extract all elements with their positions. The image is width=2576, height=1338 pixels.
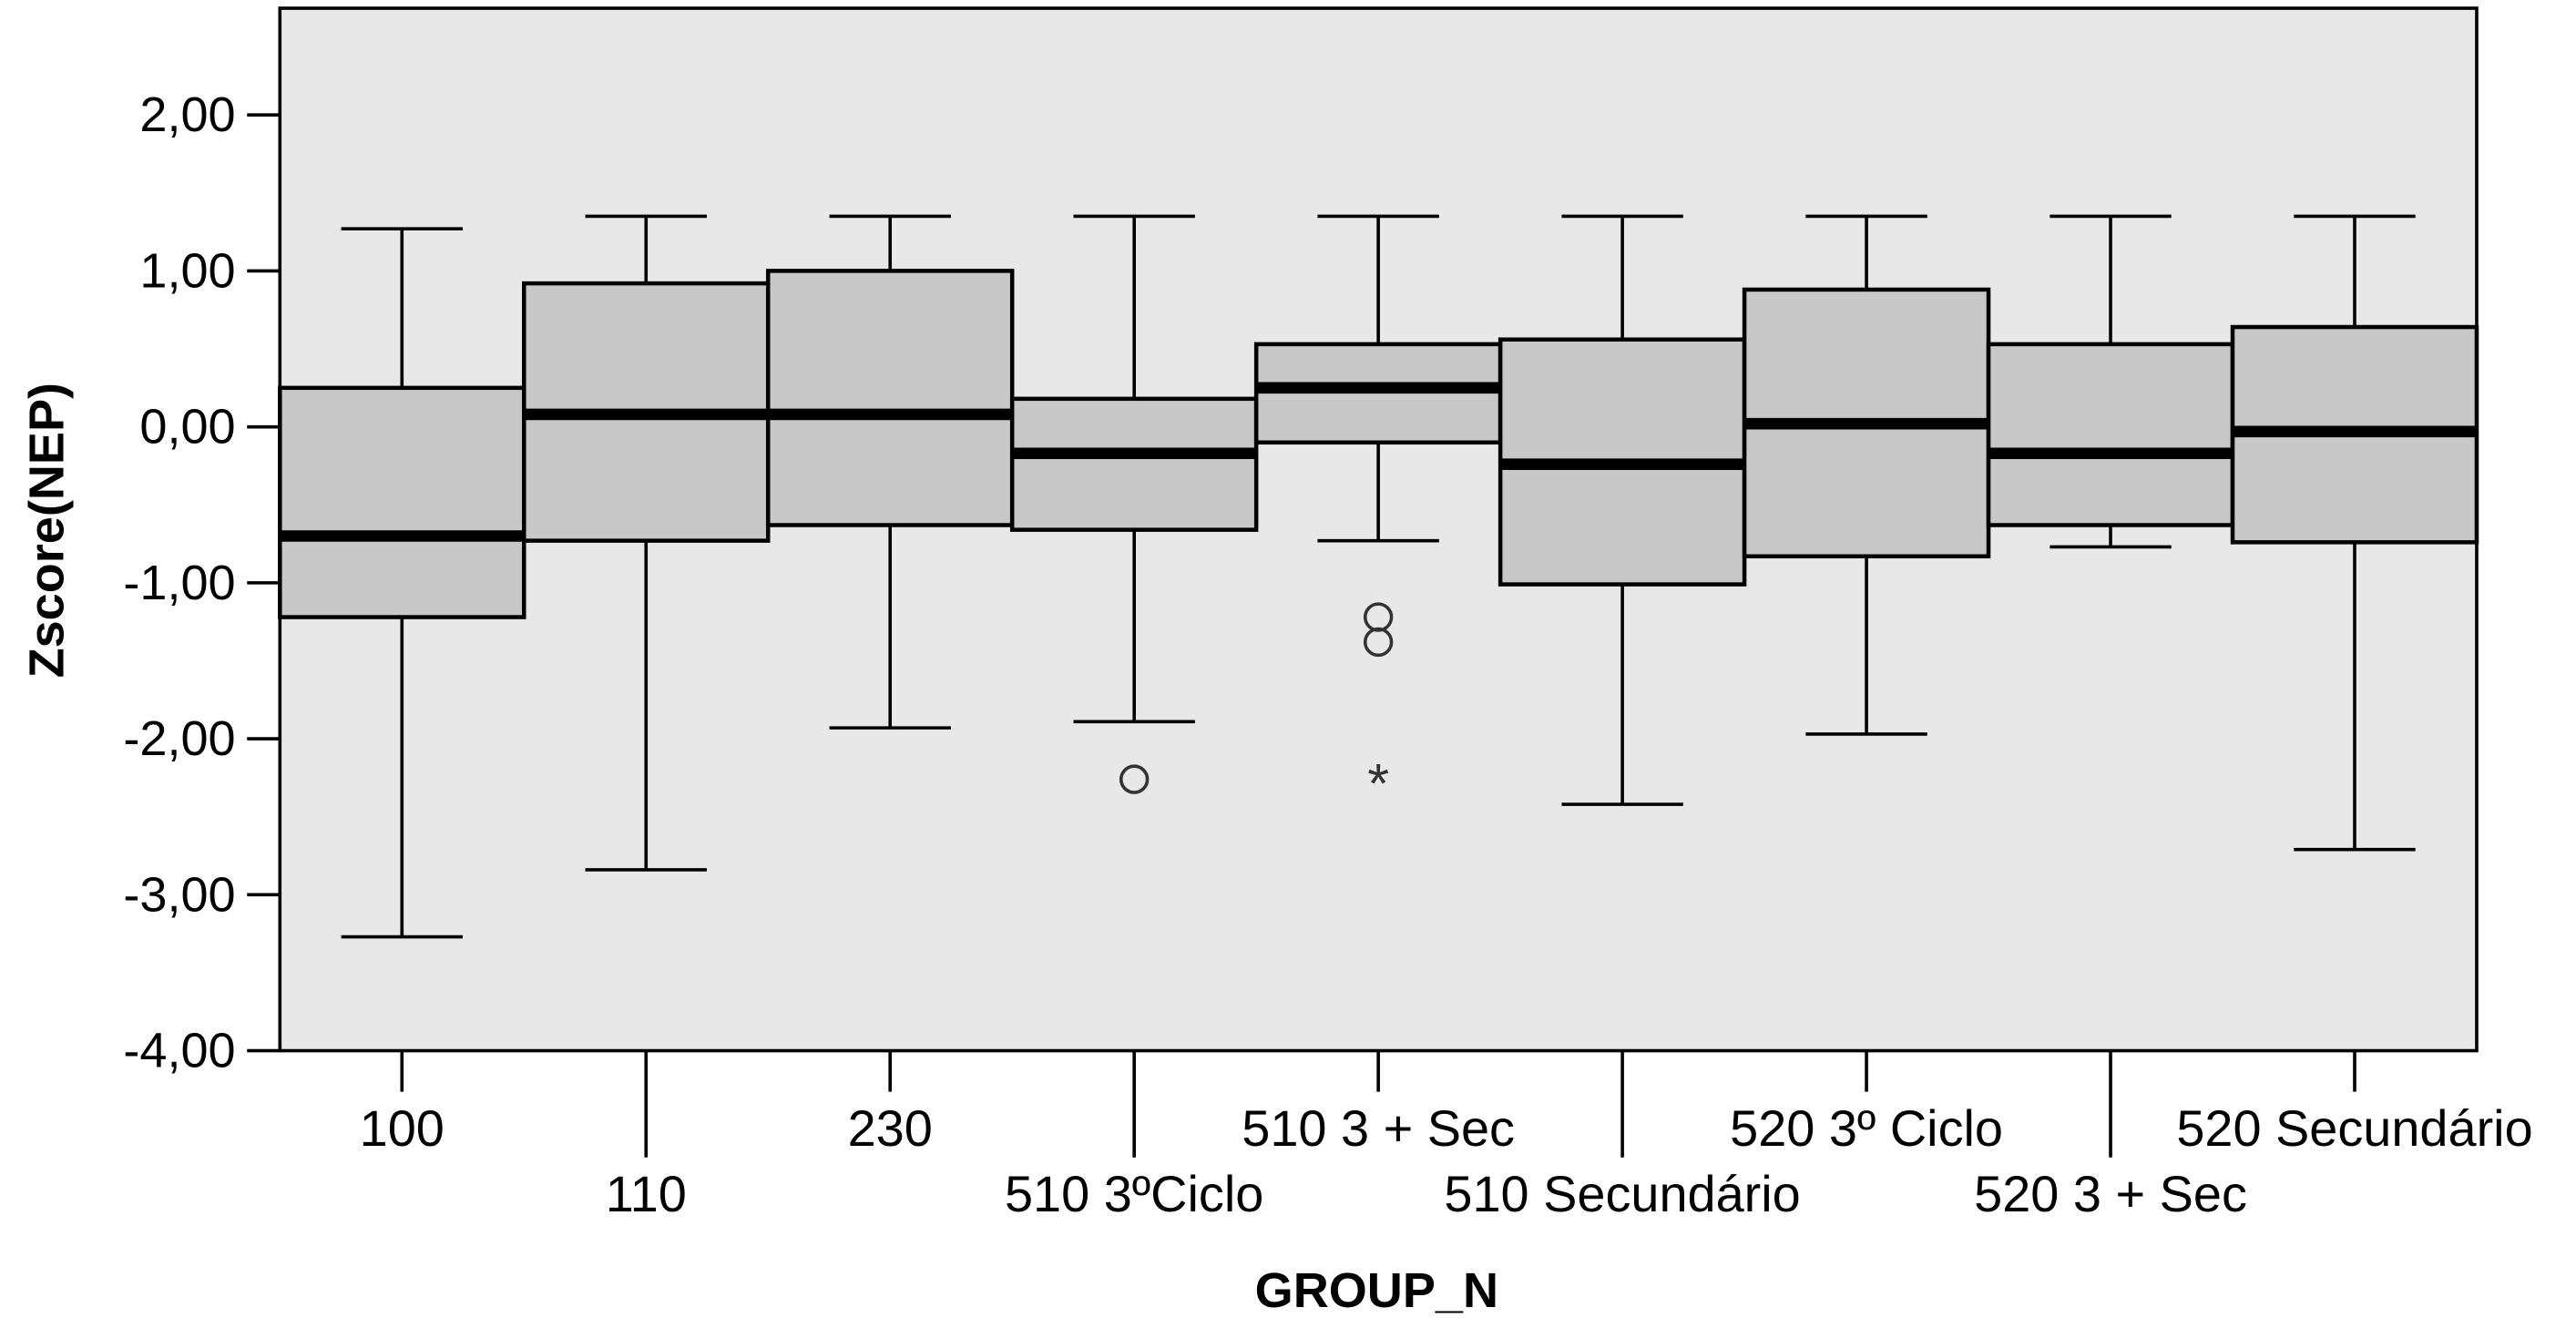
box-8	[2230, 214, 2479, 852]
x-tick-label: 110	[606, 1165, 687, 1222]
x-tick-label: 230	[848, 1099, 933, 1157]
box-7	[1986, 214, 2235, 549]
outlier-point	[1119, 764, 1150, 794]
x-tick-label: 520 3 + Sec	[1974, 1165, 2247, 1222]
y-tick-label: -2,00	[123, 711, 235, 766]
y-tick-label: 2,00	[139, 87, 235, 142]
box-1	[522, 214, 771, 872]
x-tick-label: 510 3 + Sec	[1242, 1099, 1515, 1157]
y-axis: 2,00 1,00 0,00 -1,00 -2,00 -3,00 -4,00	[123, 87, 281, 1078]
x-tick-label: 510 3ºCiclo	[1005, 1165, 1263, 1222]
x-tick-label: 100	[360, 1099, 445, 1157]
iqr-box	[1009, 396, 1259, 532]
x-axis: 100 110 230 510 3ºCiclo 510 3 + Sec 510 Secun…	[360, 1050, 2533, 1222]
y-tick-label: -3,00	[123, 867, 235, 922]
box-0	[278, 227, 526, 939]
extreme-point: *	[1367, 752, 1389, 814]
box-6	[1742, 214, 1991, 736]
y-tick-label: -1,00	[123, 556, 235, 610]
outlier-point	[1363, 627, 1394, 658]
iqr-box	[1986, 342, 2235, 527]
y-tick-label: 0,00	[139, 400, 235, 455]
x-axis-label: GROUP_N	[1255, 1263, 1498, 1318]
box-4: *	[1253, 214, 1503, 814]
box-3	[1009, 214, 1259, 794]
box-2	[765, 214, 1015, 730]
x-tick-label: 510 Secundário	[1444, 1165, 1800, 1222]
boxes: *	[278, 214, 2479, 939]
y-axis-label: Zscore(NEP)	[19, 383, 74, 678]
y-tick-label: -4,00	[123, 1024, 235, 1078]
y-tick-label: 1,00	[139, 243, 235, 298]
x-tick-label: 520 3º Ciclo	[1730, 1099, 2003, 1157]
x-tick-label: 520 Secundário	[2176, 1099, 2532, 1157]
iqr-box	[765, 269, 1015, 527]
iqr-box	[278, 385, 526, 619]
box-5	[1498, 214, 1747, 806]
